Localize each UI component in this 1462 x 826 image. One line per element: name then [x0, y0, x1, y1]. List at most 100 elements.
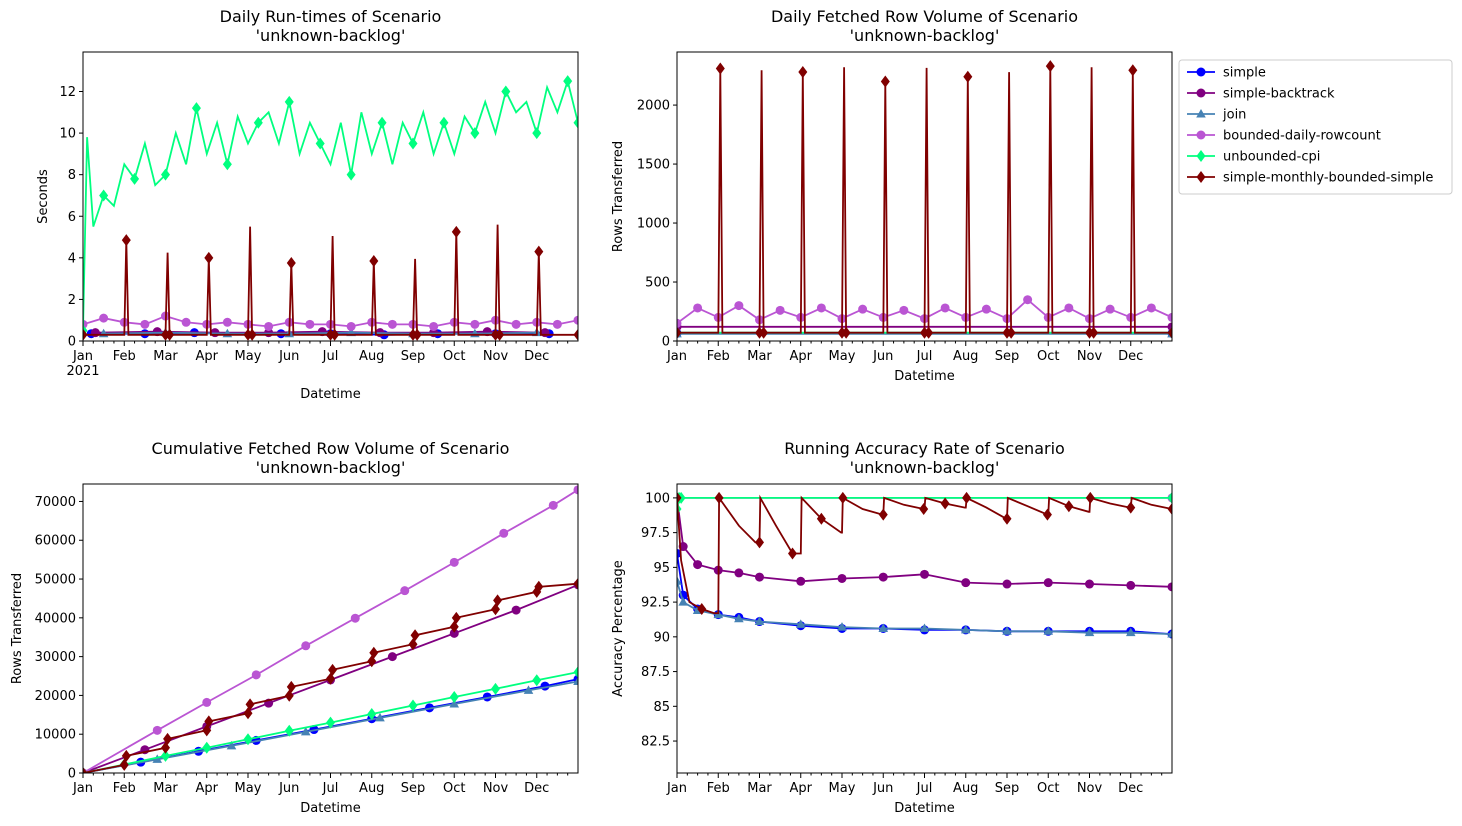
point-join	[226, 740, 237, 750]
x-tick-label: Jan	[72, 349, 93, 364]
legend-marker-bounded-daily-rowcount	[1196, 130, 1206, 140]
point-join	[152, 754, 163, 763]
x-axis-label: Datetime	[894, 369, 954, 384]
x-axis-label: Datetime	[894, 801, 954, 816]
point-simple-monthly-bounded-simple	[451, 225, 461, 238]
y-tick-label: 0	[68, 767, 76, 782]
point-bounded-daily-rowcount	[202, 697, 212, 707]
x-tick-label: Mar	[747, 349, 772, 364]
x-tick-label: Nov	[483, 349, 509, 364]
series-line-unbounded-cpi	[83, 77, 578, 331]
point-unbounded-cpi	[408, 137, 418, 150]
point-simple-monthly-bounded-simple	[495, 328, 505, 341]
point-unbounded-cpi	[346, 168, 356, 181]
point-simple-monthly-bounded-simple	[838, 491, 848, 504]
x-tick-label: May	[829, 349, 856, 364]
point-unbounded-cpi	[449, 690, 459, 703]
point-simple-monthly-bounded-simple	[204, 251, 214, 264]
point-simple-monthly-bounded-simple	[451, 611, 461, 624]
point-unbounded-cpi	[573, 666, 578, 679]
point-join	[573, 676, 578, 685]
point-simple-backtrack	[449, 628, 459, 638]
x-axis-label: Datetime	[300, 801, 360, 816]
point-simple-backtrack	[837, 573, 847, 583]
point-simple-backtrack	[90, 328, 100, 338]
point-simple-monthly-bounded-simple	[697, 603, 707, 616]
point-bounded-daily-rowcount	[251, 670, 261, 680]
chart-2: Daily Fetched Row Volume of Scenario'unk…	[611, 7, 1453, 384]
point-unbounded-cpi	[532, 127, 542, 140]
x-tick-label: Aug	[953, 349, 978, 364]
point-simple-monthly-bounded-simple	[83, 767, 88, 773]
point-bounded-daily-rowcount	[1064, 303, 1074, 313]
point-simple-monthly-bounded-simple	[369, 254, 379, 267]
point-simple-monthly-bounded-simple	[1089, 326, 1099, 339]
point-simple-monthly-bounded-simple	[284, 689, 294, 702]
y-tick-label: 70000	[35, 495, 76, 510]
x-tick-label: May	[235, 349, 262, 364]
point-bounded-daily-rowcount	[677, 318, 682, 328]
series-line-simple-monthly-bounded-simple	[677, 66, 1172, 334]
x-tick-label: Jul	[916, 781, 933, 796]
point-simple-monthly-bounded-simple	[1167, 326, 1172, 339]
y-tick-label: 85	[653, 700, 670, 715]
point-simple-monthly-bounded-simple	[121, 234, 131, 247]
y-axis-label: Rows Transferred	[611, 141, 626, 252]
point-bounded-daily-rowcount	[470, 319, 480, 329]
point-join	[1043, 626, 1054, 635]
point-simple-monthly-bounded-simple	[245, 698, 255, 711]
chart-title: Daily Fetched Row Volume of Scenario'unk…	[771, 7, 1078, 45]
legend-label-bounded-daily-rowcount: bounded-daily-rowcount	[1223, 129, 1381, 144]
point-simple-monthly-bounded-simple	[328, 663, 338, 676]
y-tick-label: 95	[653, 561, 670, 576]
point-simple-monthly-bounded-simple	[408, 638, 418, 651]
point-unbounded-cpi	[367, 708, 377, 721]
x-tick-label: Aug	[359, 349, 384, 364]
point-bounded-daily-rowcount	[1146, 303, 1156, 313]
point-unbounded-cpi	[1167, 491, 1172, 504]
y-tick-label: 0	[662, 335, 670, 350]
point-bounded-daily-rowcount	[346, 321, 356, 331]
point-simple-monthly-bounded-simple	[412, 328, 422, 341]
y-tick-label: 10000	[35, 728, 76, 743]
point-simple-monthly-bounded-simple	[1064, 500, 1074, 513]
x-tick-label: Apr	[196, 349, 219, 364]
legend-label-simple: simple	[1223, 66, 1266, 81]
x-tick-label: Feb	[707, 349, 730, 364]
x-tick-label: Nov	[483, 781, 509, 796]
y-tick-label: 60000	[35, 534, 76, 549]
point-unbounded-cpi	[470, 127, 480, 140]
point-simple-monthly-bounded-simple	[573, 328, 578, 341]
point-bounded-daily-rowcount	[1105, 304, 1115, 314]
legend: simple simple-backtrack join bounded-daily-…	[1178, 59, 1453, 195]
point-bounded-daily-rowcount	[449, 557, 459, 567]
point-join	[1084, 627, 1095, 637]
point-simple-monthly-bounded-simple	[247, 328, 257, 341]
point-unbounded-cpi	[191, 102, 201, 115]
point-simple-monthly-bounded-simple	[410, 629, 420, 642]
point-bounded-daily-rowcount	[816, 303, 826, 313]
point-bounded-daily-rowcount	[1023, 295, 1033, 305]
x-tick-label: Jan	[72, 781, 93, 796]
point-join	[300, 726, 311, 736]
point-simple-monthly-bounded-simple	[759, 326, 769, 339]
x-tick-label: Oct	[443, 781, 465, 796]
x-tick-label: Jul	[322, 349, 339, 364]
y-tick-label: 30000	[35, 650, 76, 665]
point-simple-monthly-bounded-simple	[755, 536, 764, 549]
point-simple-monthly-bounded-simple	[202, 724, 212, 737]
point-simple-monthly-bounded-simple	[962, 491, 972, 504]
point-simple-monthly-bounded-simple	[841, 326, 851, 339]
point-simple-monthly-bounded-simple	[1002, 512, 1012, 525]
point-simple-monthly-bounded-simple	[326, 672, 335, 685]
point-simple-monthly-bounded-simple	[1045, 60, 1055, 73]
point-simple-monthly-bounded-simple	[788, 547, 797, 560]
point-unbounded-cpi	[253, 116, 263, 129]
x-tick-label: Sep	[401, 781, 426, 796]
point-simple-backtrack	[878, 572, 888, 582]
legend-marker-simple-backtrack	[1196, 88, 1206, 98]
y-tick-label: 87.5	[641, 665, 670, 680]
y-tick-label: 4	[68, 251, 76, 266]
point-unbounded-cpi	[532, 674, 542, 687]
point-bounded-daily-rowcount	[152, 725, 162, 735]
